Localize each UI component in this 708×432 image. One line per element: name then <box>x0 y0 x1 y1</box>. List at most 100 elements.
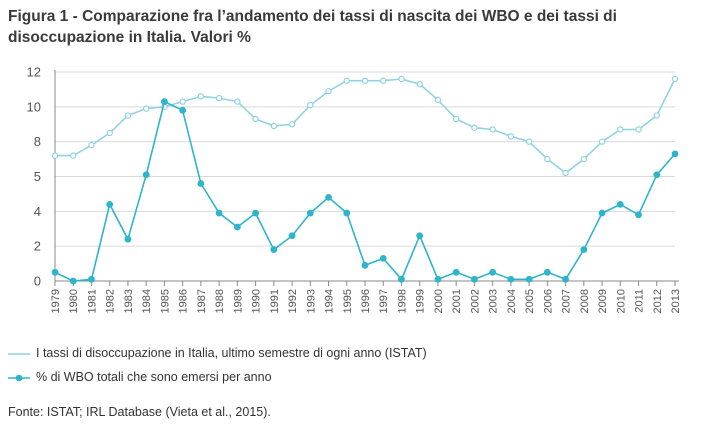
y-tick-label: 5 <box>34 169 41 184</box>
unemployment-data-point <box>653 112 660 119</box>
chart-title: Figura 1 - Comparazione fra l’andamento … <box>8 8 617 46</box>
unemployment-data-point <box>325 87 332 95</box>
x-tick-label: 1993 <box>305 289 317 313</box>
axes <box>54 70 679 286</box>
x-tick-label: 2003 <box>488 289 500 313</box>
wbo-data-point <box>507 275 515 283</box>
x-tick-label: 1981 <box>86 289 98 313</box>
x-tick-label: 2013 <box>670 289 682 313</box>
unemployment-data-point <box>598 138 606 145</box>
wbo-data-point <box>543 268 551 276</box>
unemployment-data-point <box>671 75 679 83</box>
wbo-data-point <box>525 275 533 283</box>
wbo-data-point <box>106 200 114 208</box>
wbo-data-point <box>452 268 460 276</box>
unemployment-data-point <box>398 75 405 83</box>
legend-label-unemployment: I tassi di disoccupazione in Italia, ult… <box>36 346 427 360</box>
wbo-data-point <box>653 171 661 179</box>
unemployment-data-point <box>507 133 515 140</box>
wbo-data-point <box>51 268 59 276</box>
unemployment-data-point <box>471 124 478 131</box>
wbo-data-point <box>142 171 150 179</box>
wbo-data-point <box>671 150 679 158</box>
wbo-data-point <box>325 194 332 201</box>
x-tick-label: 1989 <box>232 289 244 313</box>
unemployment-data-point <box>580 155 588 163</box>
unemployment-data-point <box>179 98 186 105</box>
unemployment-data-point <box>416 80 423 88</box>
y-tick-label: 8 <box>34 134 41 149</box>
unemployment-data-point <box>197 93 205 100</box>
x-tick-label: 2012 <box>652 289 664 313</box>
x-tick-label: 1979 <box>50 289 62 313</box>
unemployment-data-point <box>142 105 150 112</box>
x-tick-label: 2002 <box>469 289 481 313</box>
wbo-data-point <box>562 275 569 283</box>
x-tick-label: 1991 <box>269 289 281 313</box>
x-tick-label: 1987 <box>196 289 208 313</box>
x-tick-label: 1995 <box>342 289 354 313</box>
legend-label-wbo: % di WBO totali che sono emersi per anno <box>36 370 272 384</box>
wbo-data-point <box>416 232 424 240</box>
x-tick-label: 2005 <box>524 289 536 313</box>
unemployment-data-point <box>617 126 624 133</box>
y-tick-label: 4 <box>34 204 41 219</box>
wbo-data-point <box>197 180 205 187</box>
unemployment-data-point <box>288 121 296 128</box>
x-tick-label: 1997 <box>378 289 390 313</box>
x-tick-label: 1980 <box>68 289 80 313</box>
wbo-data-point <box>179 106 187 114</box>
wbo-data-point <box>616 200 624 208</box>
legend-item-wbo: % di WBO totali che sono emersi per anno <box>8 370 272 384</box>
wbo-data-point <box>398 275 405 283</box>
x-tick-label: 2011 <box>634 289 646 313</box>
unemployment-data-point <box>489 126 496 133</box>
wbo-data-point <box>471 275 478 283</box>
unemployment-data-point <box>88 141 95 149</box>
y-tick-label: 10 <box>27 99 41 114</box>
x-tick-label: 1983 <box>123 289 135 313</box>
legend-item-unemployment: I tassi di disoccupazione in Italia, ult… <box>8 346 427 360</box>
x-tick-label: 2009 <box>597 289 609 313</box>
unemployment-data-point <box>380 77 387 84</box>
x-tick-label: 2000 <box>433 289 445 313</box>
y-tick-label: 2 <box>34 239 41 254</box>
x-tick-label: 1996 <box>360 289 372 313</box>
x-tick-label: 1986 <box>178 289 190 313</box>
x-tick-label: 1982 <box>105 289 117 313</box>
x-tick-label: 1994 <box>324 289 336 313</box>
y-tick-label: 0 <box>34 274 41 289</box>
unemployment-data-point <box>51 152 59 159</box>
wbo-data-point <box>379 254 387 262</box>
wbo-data-point <box>489 268 497 276</box>
wbo-data-point <box>361 261 369 269</box>
wbo-data-point <box>598 209 606 217</box>
unemployment-data-point <box>124 112 132 119</box>
wbo-data-point <box>233 223 241 231</box>
x-tick-label: 1999 <box>415 289 427 313</box>
x-tick-label: 2004 <box>506 289 518 313</box>
wbo-data-point <box>288 232 296 240</box>
wbo-data-point <box>580 246 588 254</box>
unemployment-data-point <box>635 126 642 133</box>
unemployment-data-point <box>434 96 442 104</box>
wbo-data-point <box>69 277 77 285</box>
x-tick-labels: 1979 1980 1981 1982 1983 1984 1985 1986 1987 1988… <box>50 289 682 313</box>
wbo-data-point <box>635 211 642 219</box>
x-tick-label: 1988 <box>214 289 226 313</box>
x-tick-label: 2008 <box>579 289 591 313</box>
source-note: Fonte: ISTAT; IRL Database (Vieta et al.… <box>8 405 271 419</box>
unemployment-data-point <box>234 98 241 105</box>
legend-marker-unemployment <box>8 352 30 355</box>
x-tick-label: 1985 <box>159 289 171 313</box>
unemployment-data-point <box>252 115 259 123</box>
wbo-data-point <box>88 275 95 283</box>
x-tick-label: 2010 <box>615 289 627 313</box>
y-tick-label: 12 <box>27 65 41 80</box>
x-tick-label: 1992 <box>287 289 299 313</box>
unemployment-data-point <box>270 122 278 130</box>
series-wbo-line <box>54 100 676 282</box>
wbo-data-point <box>343 209 351 217</box>
unemployment-data-point <box>361 77 369 84</box>
